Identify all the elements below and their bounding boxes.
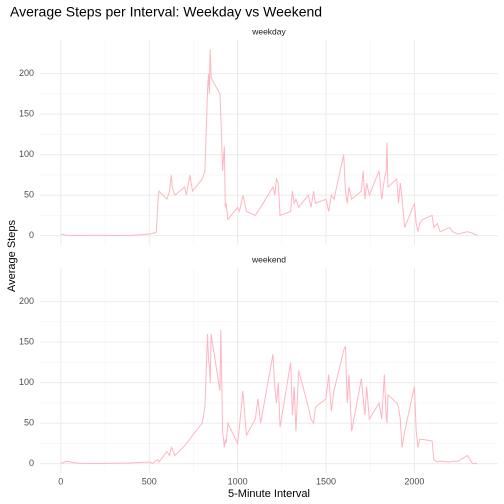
x-axis-title: 5-Minute Interval (228, 488, 310, 500)
x-tick-label: 1000 (228, 476, 248, 486)
x-tick-label: 1500 (316, 476, 336, 486)
y-tick-label: 100 (19, 149, 34, 159)
y-tick-label: 0 (29, 458, 34, 468)
y-tick-label: 150 (19, 337, 34, 347)
line (60, 49, 478, 236)
x-tick-label: 500 (142, 476, 157, 486)
y-tick-label: 200 (19, 296, 34, 306)
x-tick-label: 2000 (404, 476, 424, 486)
x-tick-label: 0 (58, 476, 63, 486)
chart-title: Average Steps per Interval: Weekday vs W… (10, 4, 322, 20)
y-tick-label: 150 (19, 109, 34, 119)
facet-label: weekday (251, 26, 286, 36)
y-tick-label: 0 (29, 230, 34, 240)
y-tick-label: 50 (24, 190, 34, 200)
y-tick-label: 50 (24, 418, 34, 428)
facet-label: weekend (251, 254, 286, 264)
y-tick-label: 200 (19, 68, 34, 78)
y-tick-label: 100 (19, 377, 34, 387)
y-axis-title: Average Steps (6, 220, 18, 292)
line (60, 329, 478, 465)
